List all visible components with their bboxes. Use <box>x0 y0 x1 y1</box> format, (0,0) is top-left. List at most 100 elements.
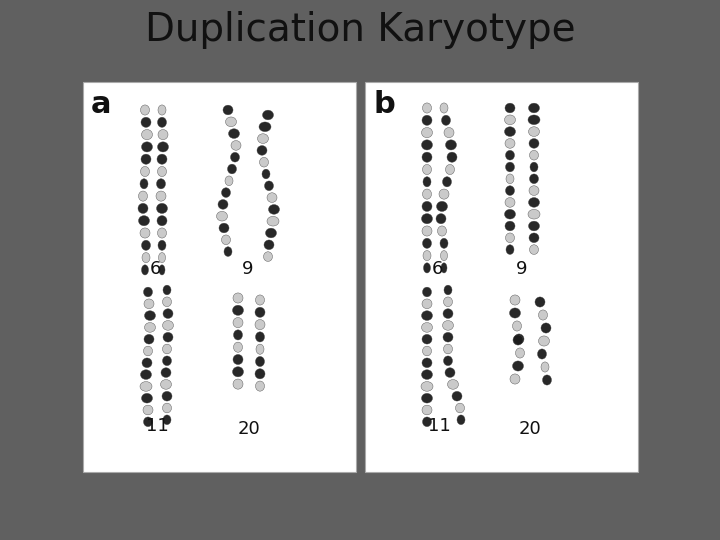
Ellipse shape <box>162 392 172 401</box>
Ellipse shape <box>158 117 166 127</box>
Ellipse shape <box>513 361 523 371</box>
Ellipse shape <box>140 382 152 392</box>
Text: a: a <box>91 90 112 119</box>
Ellipse shape <box>513 335 523 345</box>
Ellipse shape <box>140 370 151 380</box>
Ellipse shape <box>505 221 515 231</box>
Ellipse shape <box>423 251 431 261</box>
Ellipse shape <box>514 334 524 344</box>
Ellipse shape <box>443 321 454 330</box>
Ellipse shape <box>441 115 451 125</box>
Ellipse shape <box>233 305 243 315</box>
Ellipse shape <box>255 320 265 329</box>
Ellipse shape <box>225 176 233 186</box>
Ellipse shape <box>163 321 174 330</box>
Ellipse shape <box>143 417 153 427</box>
Ellipse shape <box>140 179 148 189</box>
Ellipse shape <box>256 381 264 391</box>
Ellipse shape <box>423 177 431 187</box>
Ellipse shape <box>447 152 457 162</box>
Ellipse shape <box>161 368 171 377</box>
Ellipse shape <box>529 186 539 195</box>
Ellipse shape <box>529 174 539 184</box>
Text: 9: 9 <box>516 260 528 278</box>
Ellipse shape <box>440 103 448 113</box>
Text: 11: 11 <box>428 417 451 435</box>
Ellipse shape <box>255 369 265 379</box>
Ellipse shape <box>445 368 455 377</box>
Ellipse shape <box>158 130 168 140</box>
Ellipse shape <box>219 223 229 233</box>
Ellipse shape <box>443 309 453 319</box>
Ellipse shape <box>156 204 168 213</box>
Ellipse shape <box>528 103 539 113</box>
Ellipse shape <box>436 201 448 212</box>
Ellipse shape <box>505 233 515 242</box>
Ellipse shape <box>233 342 243 352</box>
Ellipse shape <box>528 198 539 207</box>
Text: 20: 20 <box>238 420 261 438</box>
Ellipse shape <box>444 356 452 366</box>
Ellipse shape <box>505 103 515 113</box>
Ellipse shape <box>233 330 243 340</box>
Ellipse shape <box>228 129 240 138</box>
Ellipse shape <box>448 380 459 389</box>
Ellipse shape <box>444 127 454 138</box>
Text: b: b <box>373 90 395 119</box>
Ellipse shape <box>158 253 166 262</box>
Ellipse shape <box>156 191 166 201</box>
Bar <box>365 82 638 472</box>
Ellipse shape <box>423 189 431 199</box>
Ellipse shape <box>423 417 431 427</box>
Ellipse shape <box>423 238 431 248</box>
Ellipse shape <box>421 140 433 150</box>
Ellipse shape <box>144 299 154 309</box>
Ellipse shape <box>443 332 453 342</box>
Ellipse shape <box>439 189 449 199</box>
Ellipse shape <box>142 130 153 140</box>
Ellipse shape <box>144 334 154 344</box>
Ellipse shape <box>516 348 524 358</box>
Ellipse shape <box>529 150 539 160</box>
Ellipse shape <box>142 253 150 262</box>
Ellipse shape <box>446 140 456 150</box>
Ellipse shape <box>510 374 520 384</box>
Text: 20: 20 <box>518 420 541 438</box>
Bar <box>83 82 356 472</box>
Ellipse shape <box>542 375 552 385</box>
Ellipse shape <box>163 415 171 424</box>
Ellipse shape <box>421 370 433 380</box>
Ellipse shape <box>444 285 452 295</box>
Ellipse shape <box>228 164 236 174</box>
Ellipse shape <box>422 226 432 236</box>
Ellipse shape <box>423 165 431 174</box>
Ellipse shape <box>541 323 551 333</box>
Ellipse shape <box>267 217 279 226</box>
Ellipse shape <box>163 297 171 307</box>
Ellipse shape <box>263 110 274 120</box>
Ellipse shape <box>444 297 452 307</box>
Ellipse shape <box>145 322 156 332</box>
Ellipse shape <box>535 297 545 307</box>
Ellipse shape <box>529 233 539 242</box>
Ellipse shape <box>141 117 151 127</box>
Ellipse shape <box>421 382 433 392</box>
Ellipse shape <box>452 392 462 401</box>
Ellipse shape <box>528 221 539 231</box>
Ellipse shape <box>158 166 166 177</box>
Ellipse shape <box>421 322 433 332</box>
Ellipse shape <box>529 139 539 148</box>
Ellipse shape <box>233 354 243 364</box>
Ellipse shape <box>145 310 156 320</box>
Ellipse shape <box>264 252 272 261</box>
Ellipse shape <box>266 228 276 238</box>
Ellipse shape <box>422 358 432 368</box>
Ellipse shape <box>264 181 274 191</box>
Ellipse shape <box>233 379 243 389</box>
Ellipse shape <box>457 415 465 424</box>
Ellipse shape <box>421 127 433 138</box>
Ellipse shape <box>217 211 228 221</box>
Ellipse shape <box>140 105 150 115</box>
Ellipse shape <box>440 238 448 248</box>
Ellipse shape <box>423 103 431 113</box>
